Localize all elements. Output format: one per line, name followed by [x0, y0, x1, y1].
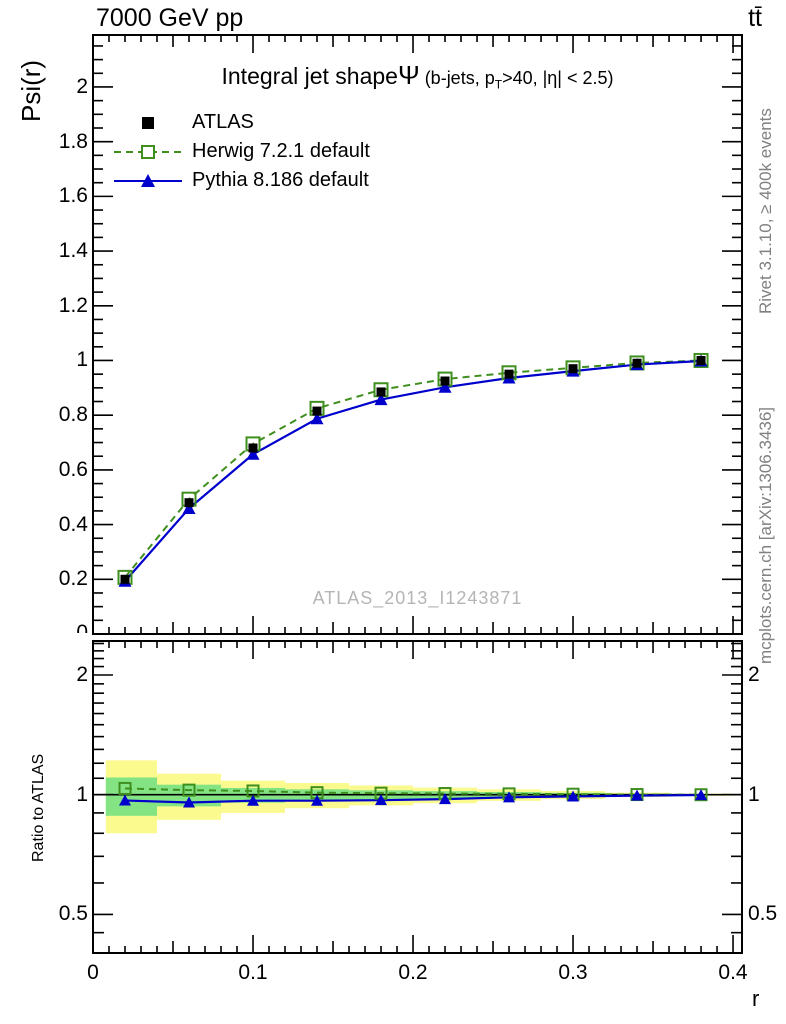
- legend-item-atlas: ATLAS: [112, 108, 370, 137]
- watermark: ATLAS_2013_I1243871: [312, 588, 523, 608]
- tick-label: 2: [76, 662, 88, 686]
- tick-label: 0.6: [58, 457, 88, 481]
- tick-label: 0.2: [58, 567, 88, 591]
- tick-label: 1.2: [58, 293, 88, 317]
- legend-item-pythia: Pythia 8.186 default: [112, 166, 370, 195]
- atlas-marker-icon: [112, 113, 184, 133]
- rivet-version-note: Rivet 3.1.10, ≥ 400k events: [756, 108, 775, 314]
- legend-label: Herwig 7.2.1 default: [192, 140, 370, 162]
- pythia-marker-icon: [112, 171, 184, 191]
- beam-energy-label: 7000 GeV pp: [96, 4, 244, 32]
- tick-label: 0.8: [58, 403, 88, 427]
- legend-label: Pythia 8.186 default: [192, 169, 369, 191]
- process-label: tt̄: [748, 4, 762, 32]
- y-axis-label-ratio: Ratio to ATLAS: [30, 753, 47, 862]
- tick-label: 0.1: [238, 961, 268, 984]
- tick-label: 1.6: [58, 184, 88, 208]
- x-axis-label: r: [752, 986, 760, 1011]
- tick-label: 1: [76, 782, 88, 806]
- tick-label: 1.4: [58, 239, 88, 263]
- tick-label: 2: [748, 662, 760, 686]
- tick-label: 1.8: [58, 129, 88, 153]
- tick-label: 1: [76, 348, 88, 372]
- legend-item-herwig: Herwig 7.2.1 default: [112, 137, 370, 166]
- mcplots-arxiv-note: mcplots.cern.ch [arXiv:1306.3436]: [756, 406, 775, 664]
- legend-label: ATLAS: [192, 111, 254, 133]
- tick-label: 0.5: [748, 902, 778, 926]
- psi-symbol: Ψ: [397, 60, 420, 90]
- tick-label: 0.4: [58, 512, 88, 536]
- tick-label: 2: [76, 74, 88, 98]
- tick-label: 0.2: [398, 961, 428, 984]
- plot-title-cuts: (b-jets, pT>40, |η| < 2.5): [419, 68, 614, 92]
- tick-label: 0.5: [58, 902, 88, 926]
- legend: ATLAS Herwig 7.2.1 default Pythia 8.186 …: [112, 108, 370, 195]
- y-tick-label-zero-clipped: 0: [28, 622, 88, 633]
- tick-label: 1: [748, 782, 760, 806]
- tick-label: 0.3: [558, 961, 588, 984]
- herwig-marker-icon: [112, 142, 184, 162]
- plot-title: Integral jet shapeΨ (b-jets, pT>40, |η| …: [93, 60, 742, 92]
- tick-label: 0: [87, 961, 99, 984]
- tick-label: 0.4: [718, 961, 748, 984]
- plot-title-text: Integral jet shape: [221, 63, 398, 89]
